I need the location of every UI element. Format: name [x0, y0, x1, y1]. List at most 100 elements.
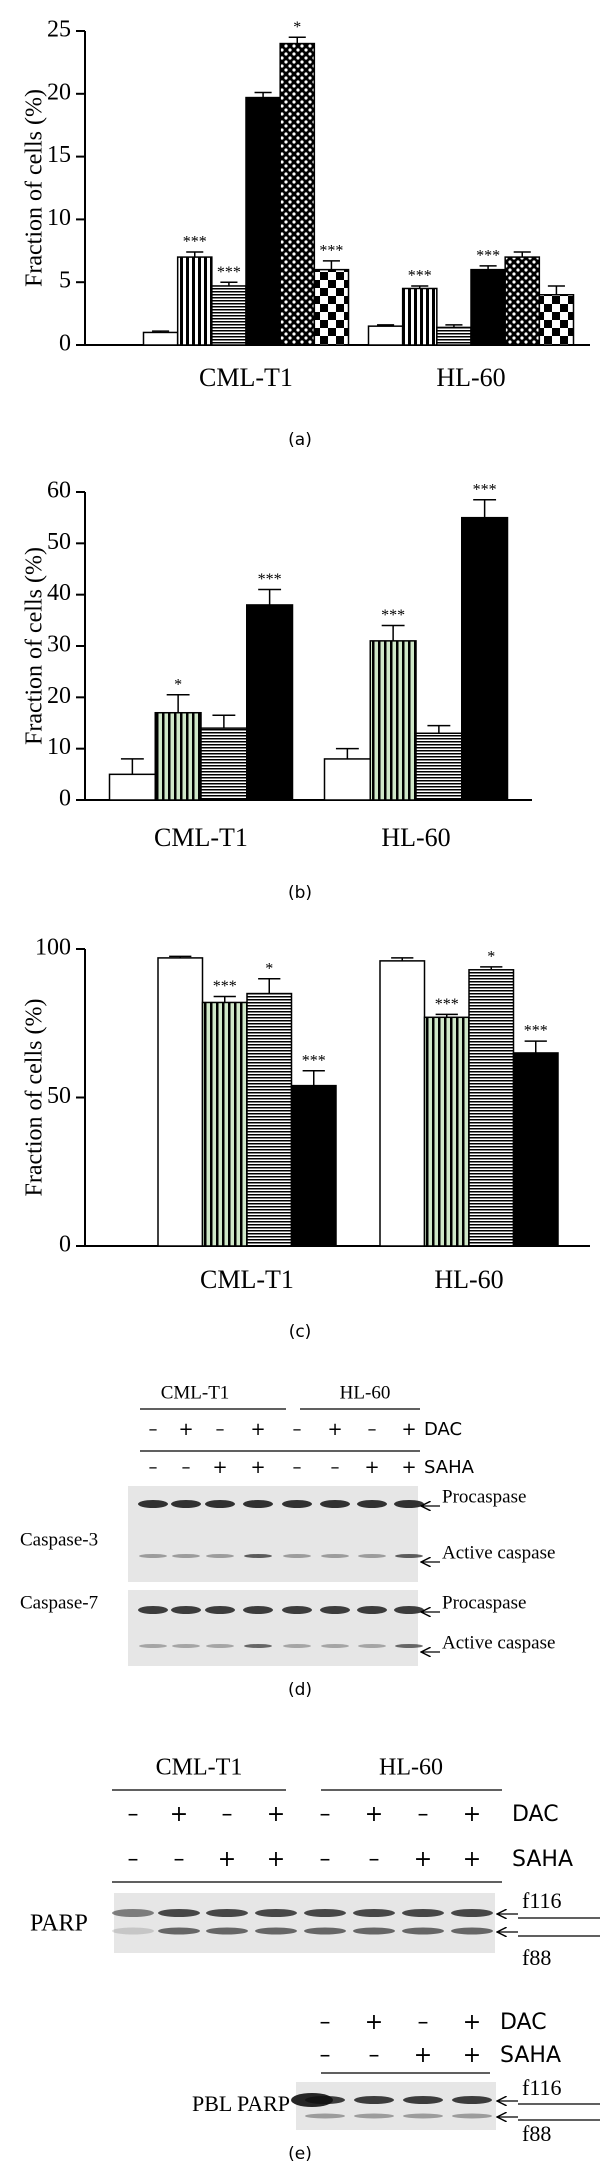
- fragment-label: f116: [522, 1888, 562, 1913]
- blot-image: [114, 1893, 495, 1953]
- treatment-sign: +: [327, 1419, 342, 1440]
- treatment-label: DAC: [424, 1419, 462, 1440]
- treatment-sign: –: [149, 1419, 158, 1440]
- treatment-sign: +: [218, 1847, 236, 1872]
- blot-image: [128, 1590, 418, 1666]
- treatment-sign: +: [250, 1457, 265, 1478]
- blot-band: [171, 1606, 201, 1614]
- blot-band: [244, 1644, 272, 1648]
- bar: [157, 957, 204, 1247]
- blot-band: [394, 1606, 424, 1614]
- treatment-sign: +: [170, 1802, 188, 1827]
- treatment-sign: –: [418, 2010, 429, 2035]
- error-bar: [435, 1013, 458, 1018]
- blot-band: [358, 1644, 386, 1648]
- y-tick-label: 50: [47, 1083, 71, 1109]
- error-bar: [473, 498, 497, 518]
- blot-band: [305, 2113, 345, 2119]
- bar: [436, 326, 472, 346]
- treatment-sign: –: [320, 1802, 331, 1827]
- error-bar: [288, 36, 306, 44]
- bar: [279, 42, 316, 346]
- bar: [323, 758, 371, 801]
- significance: *: [487, 948, 495, 965]
- protein-label: Caspase-7: [20, 1592, 98, 1613]
- treatment-sign: –: [369, 1847, 380, 1872]
- error-bar: [212, 714, 236, 729]
- treatment-sign: +: [365, 1802, 383, 1827]
- bar: [504, 256, 541, 346]
- blot-band: [354, 2096, 394, 2104]
- blot-band: [255, 1927, 297, 1935]
- y-tick-label: 20: [47, 683, 71, 709]
- y-axis-label: Fraction of cells (%): [22, 999, 48, 1197]
- y-tick-label: 0: [59, 1232, 71, 1258]
- error-bar: [152, 330, 170, 333]
- group-label: HL-60: [340, 1382, 391, 1403]
- blot-band: [205, 1606, 235, 1614]
- blot-band: [320, 1500, 350, 1508]
- bar: [512, 1052, 559, 1247]
- blot-band: [205, 1500, 235, 1508]
- error-bar: [411, 285, 429, 289]
- treatment-label: DAC: [500, 2010, 547, 2035]
- blot-band: [158, 1927, 200, 1935]
- significance: ***: [408, 268, 432, 285]
- protein-label: Caspase-3: [20, 1529, 98, 1550]
- treatment-sign: +: [267, 1802, 285, 1827]
- bar: [470, 268, 506, 346]
- blot-band: [321, 1554, 349, 1558]
- treatment-sign: –: [368, 1419, 377, 1440]
- treatment-sign: +: [212, 1457, 227, 1478]
- blot-band: [451, 1909, 493, 1917]
- blot-band: [321, 1644, 349, 1648]
- y-tick-label: 0: [59, 331, 71, 357]
- y-tick-label: 0: [59, 786, 71, 812]
- blot-band: [243, 1606, 273, 1614]
- fragment-label: f116: [522, 2075, 562, 2100]
- significance: ***: [258, 571, 282, 588]
- bar: [108, 773, 156, 801]
- bar: [142, 331, 179, 346]
- band-label: Active caspase: [442, 1542, 555, 1563]
- y-tick-label: 10: [47, 734, 71, 760]
- blot-band: [395, 1554, 423, 1558]
- error-bar: [427, 724, 451, 734]
- y-tick-label: 20: [47, 79, 71, 105]
- error-bar: [166, 694, 190, 713]
- blot-band: [138, 1606, 168, 1614]
- bar: [290, 1084, 337, 1247]
- bar: [369, 640, 417, 801]
- group-label: HL-60: [379, 1755, 443, 1781]
- blot-band: [243, 1500, 273, 1508]
- y-tick-label: 10: [47, 205, 71, 231]
- treatment-sign: –: [182, 1457, 191, 1478]
- treatment-sign: –: [369, 2043, 380, 2068]
- y-tick-label: 100: [35, 935, 71, 961]
- treatment-sign: +: [463, 2010, 481, 2035]
- blot-image: [296, 2082, 496, 2130]
- y-tick-label: 15: [47, 142, 71, 168]
- significance: ***: [381, 607, 405, 624]
- significance: ***: [183, 234, 207, 251]
- bar: [538, 294, 575, 346]
- protein-label: PBL PARP: [192, 2091, 290, 2116]
- treatment-label: SAHA: [512, 1847, 573, 1872]
- significance: *: [174, 676, 182, 693]
- caption: (b): [288, 883, 312, 903]
- x-tick-label: CML-T1: [199, 363, 293, 392]
- treatment-sign: +: [463, 1802, 481, 1827]
- treatment-sign: –: [149, 1457, 158, 1478]
- treatment-sign: –: [216, 1419, 225, 1440]
- blot-band: [206, 1554, 234, 1558]
- y-tick-label: 50: [47, 529, 71, 555]
- band-label: Active caspase: [442, 1632, 555, 1653]
- x-tick-label: CML-T1: [200, 1265, 294, 1294]
- bar: [211, 285, 247, 346]
- protein-label: PARP: [30, 1911, 88, 1937]
- blot-band: [403, 2113, 443, 2119]
- treatment-sign: +: [401, 1457, 416, 1478]
- error-bar: [391, 957, 414, 961]
- group-label: CML-T1: [156, 1755, 243, 1781]
